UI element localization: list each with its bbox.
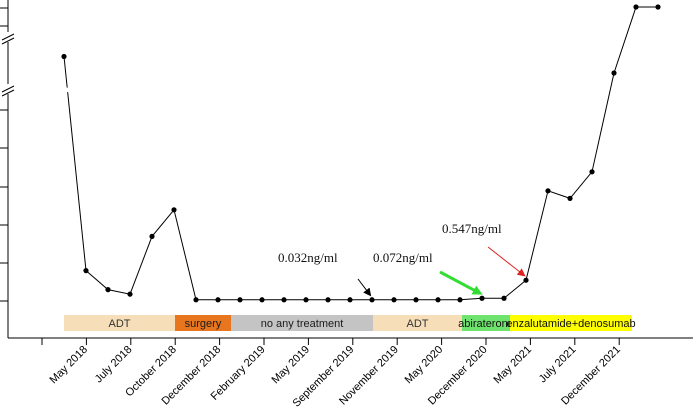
data-point: [83, 268, 89, 274]
annotation-label: 0.032ng/ml: [278, 250, 338, 265]
treatment-band-fill: [462, 315, 510, 331]
y-axis-break-marks: [1, 32, 15, 97]
data-point: [347, 297, 353, 303]
annotation: 0.032ng/ml: [278, 250, 372, 297]
line-break-gap: [612, 70, 638, 84]
data-point: [545, 188, 551, 194]
annotations: 0.032ng/ml 0.072ng/ml 0.547ng/ml: [278, 221, 526, 297]
psa-series: [61, 4, 661, 303]
data-point: [523, 277, 529, 283]
x-tick-label: May 2021: [491, 344, 534, 387]
annotation-label: 0.072ng/ml: [373, 250, 433, 265]
treatment-band-fill: [373, 315, 462, 331]
annotation-label: 0.547ng/ml: [442, 221, 502, 236]
x-tick-label: May 2019: [269, 344, 312, 387]
annotation-arrow: [487, 246, 526, 277]
treatment-band: enzalutamide+denosumab: [506, 315, 636, 331]
treatment-band: no any treatment: [231, 315, 373, 331]
data-point: [369, 297, 375, 303]
treatment-band-label: ADT: [109, 318, 131, 330]
treatment-band: ADT: [64, 315, 175, 331]
treatment-band-fill: [231, 315, 373, 331]
data-point: [479, 295, 485, 301]
treatment-band-fill: [510, 315, 632, 331]
data-point: [237, 297, 243, 303]
data-point: [171, 207, 177, 213]
data-point: [303, 297, 309, 303]
data-point: [215, 297, 221, 303]
data-point: [501, 295, 507, 301]
data-point: [435, 297, 441, 303]
data-point: [149, 233, 155, 239]
data-point: [611, 70, 617, 76]
annotation-arrow: [357, 278, 372, 297]
x-tick-label: May 2018: [47, 344, 90, 387]
data-point: [325, 297, 331, 303]
line-break-gap: [62, 86, 88, 100]
data-point: [259, 297, 265, 303]
annotation: 0.072ng/ml: [373, 250, 483, 295]
treatment-band-fill: [175, 315, 231, 331]
data-point: [127, 291, 133, 297]
treatment-band-label: no any treatment: [261, 318, 344, 330]
treatment-band-fill: [64, 315, 175, 331]
treatment-band-label: ADT: [407, 318, 429, 330]
data-point: [457, 297, 463, 303]
psa-line: [63, 6, 658, 301]
data-point: [105, 287, 111, 293]
y-axis: [0, 0, 9, 338]
treatment-band: abiraterone: [458, 315, 514, 331]
data-point: [61, 53, 67, 60]
treatment-band: surgery: [175, 315, 231, 331]
annotation: 0.547ng/ml: [442, 221, 526, 277]
data-point: [193, 297, 199, 303]
data-point: [633, 4, 639, 10]
treatment-band-label: abiraterone: [458, 318, 514, 330]
data-point: [655, 4, 661, 10]
data-point: [567, 195, 573, 201]
treatment-band-label: surgery: [185, 318, 222, 330]
x-tick-label: May 2020: [403, 344, 446, 387]
data-point: [413, 297, 419, 303]
x-tick-label: July 2021: [537, 344, 579, 386]
treatment-band: ADT: [373, 315, 462, 331]
treatment-bands: ADT surgery no any treatment ADT abiraterone…: [64, 315, 636, 331]
x-tick-label: July 2018: [93, 344, 135, 386]
treatment-band-label: enzalutamide+denosumab: [506, 318, 635, 330]
annotation-arrow: [439, 270, 483, 295]
data-point: [589, 169, 595, 175]
data-point: [391, 297, 397, 303]
data-point: [281, 297, 287, 303]
